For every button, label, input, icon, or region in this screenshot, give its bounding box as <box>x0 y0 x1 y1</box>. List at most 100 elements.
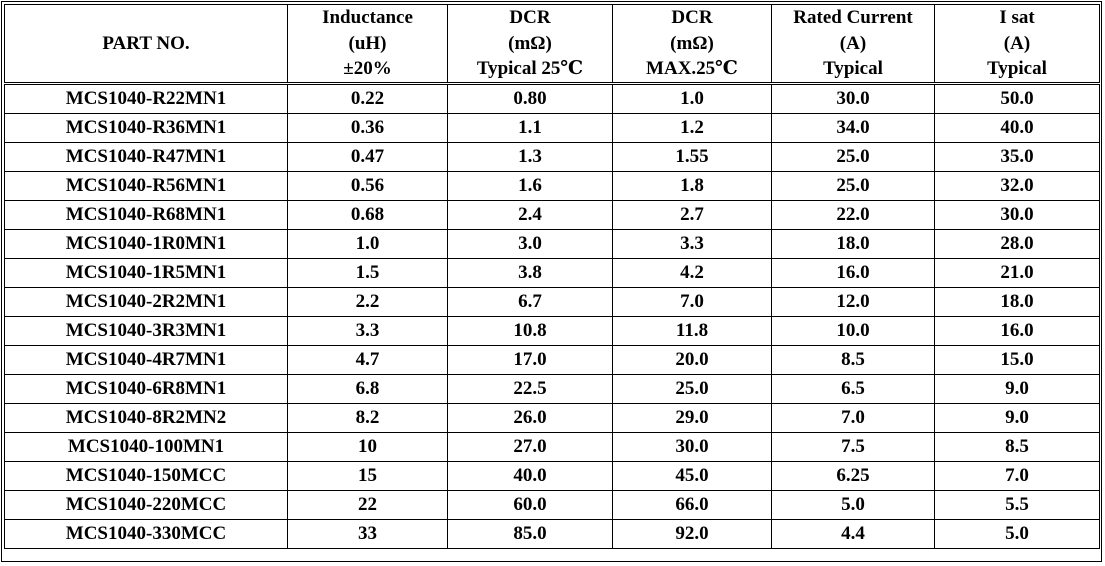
inductance-cell: 8.2 <box>287 402 448 433</box>
i-sat-cell: 16.0 <box>934 315 1100 346</box>
header-row: PART NO. Inductance (uH) ±20% DCR (mΩ) T… <box>4 4 1100 85</box>
dcr-typical-cell: 26.0 <box>447 402 613 433</box>
rated-current-cell: 7.5 <box>771 431 935 462</box>
inductance-cell: 3.3 <box>287 315 448 346</box>
dcr-typical-cell: 60.0 <box>447 489 613 520</box>
rated-current-cell: 12.0 <box>771 286 935 317</box>
rated-current-cell: 5.0 <box>771 489 935 520</box>
rated-current-cell: 6.25 <box>771 460 935 491</box>
i-sat-cell: 18.0 <box>934 286 1100 317</box>
table-row: MCS1040-3R3MN1 3.3 10.8 11.8 10.0 16.0 <box>4 315 1100 346</box>
dcr-max-cell: 1.8 <box>612 170 772 201</box>
inductance-cell: 0.22 <box>287 82 448 114</box>
i-sat-cell: 9.0 <box>934 402 1100 433</box>
dcr-typical-cell: 40.0 <box>447 460 613 491</box>
header-inductance: Inductance (uH) ±20% <box>287 4 448 85</box>
i-sat-cell: 5.5 <box>934 489 1100 520</box>
dcr-max-cell: 66.0 <box>612 489 772 520</box>
table-row: MCS1040-150MCC 15 40.0 45.0 6.25 7.0 <box>4 460 1100 491</box>
inductance-cell: 1.0 <box>287 228 448 259</box>
table-row: MCS1040-R68MN1 0.68 2.4 2.7 22.0 30.0 <box>4 199 1100 230</box>
rated-current-cell: 18.0 <box>771 228 935 259</box>
inductance-cell: 0.47 <box>287 141 448 172</box>
header-dcr-max: DCR (mΩ) MAX.25℃ <box>612 4 772 85</box>
rated-current-cell: 25.0 <box>771 141 935 172</box>
table-row: MCS1040-8R2MN2 8.2 26.0 29.0 7.0 9.0 <box>4 402 1100 433</box>
inductance-cell: 0.68 <box>287 199 448 230</box>
dcr-max-cell: 45.0 <box>612 460 772 491</box>
part-no-cell: MCS1040-8R2MN2 <box>4 402 288 433</box>
rated-current-cell: 30.0 <box>771 82 935 114</box>
dcr-typical-cell: 10.8 <box>447 315 613 346</box>
dcr-max-cell: 11.8 <box>612 315 772 346</box>
inductance-cell: 10 <box>287 431 448 462</box>
inductance-cell: 2.2 <box>287 286 448 317</box>
table-row: MCS1040-100MN1 10 27.0 30.0 7.5 8.5 <box>4 431 1100 462</box>
part-no-cell: MCS1040-R36MN1 <box>4 112 288 143</box>
dcr-max-cell: 1.0 <box>612 82 772 114</box>
i-sat-cell: 9.0 <box>934 373 1100 404</box>
dcr-typical-cell: 6.7 <box>447 286 613 317</box>
i-sat-cell: 21.0 <box>934 257 1100 288</box>
rated-current-cell: 6.5 <box>771 373 935 404</box>
header-dcr-typical: DCR (mΩ) Typical 25℃ <box>447 4 613 85</box>
rated-current-cell: 34.0 <box>771 112 935 143</box>
table-row: MCS1040-330MCC 33 85.0 92.0 4.4 5.0 <box>4 518 1100 549</box>
i-sat-cell: 15.0 <box>934 344 1100 375</box>
dcr-typical-cell: 3.8 <box>447 257 613 288</box>
table-row: MCS1040-1R0MN1 1.0 3.0 3.3 18.0 28.0 <box>4 228 1100 259</box>
i-sat-cell: 8.5 <box>934 431 1100 462</box>
dcr-max-cell: 3.3 <box>612 228 772 259</box>
table-row: MCS1040-4R7MN1 4.7 17.0 20.0 8.5 15.0 <box>4 344 1100 375</box>
i-sat-cell: 40.0 <box>934 112 1100 143</box>
inductance-cell: 0.36 <box>287 112 448 143</box>
inductance-cell: 4.7 <box>287 344 448 375</box>
part-no-cell: MCS1040-220MCC <box>4 489 288 520</box>
part-no-cell: MCS1040-R68MN1 <box>4 199 288 230</box>
part-no-cell: MCS1040-1R0MN1 <box>4 228 288 259</box>
part-no-cell: MCS1040-150MCC <box>4 460 288 491</box>
dcr-max-cell: 30.0 <box>612 431 772 462</box>
inductor-spec-table: PART NO. Inductance (uH) ±20% DCR (mΩ) T… <box>4 4 1100 549</box>
dcr-typical-cell: 22.5 <box>447 373 613 404</box>
i-sat-cell: 28.0 <box>934 228 1100 259</box>
part-no-cell: MCS1040-2R2MN1 <box>4 286 288 317</box>
table-row: MCS1040-1R5MN1 1.5 3.8 4.2 16.0 21.0 <box>4 257 1100 288</box>
table-row: MCS1040-6R8MN1 6.8 22.5 25.0 6.5 9.0 <box>4 373 1100 404</box>
dcr-max-cell: 4.2 <box>612 257 772 288</box>
inductance-cell: 0.56 <box>287 170 448 201</box>
part-no-cell: MCS1040-330MCC <box>4 518 288 549</box>
rated-current-cell: 16.0 <box>771 257 935 288</box>
i-sat-cell: 35.0 <box>934 141 1100 172</box>
part-no-cell: MCS1040-4R7MN1 <box>4 344 288 375</box>
table-body: MCS1040-R22MN1 0.22 0.80 1.0 30.0 50.0 MCS1040… <box>4 82 1100 549</box>
dcr-typical-cell: 2.4 <box>447 199 613 230</box>
i-sat-cell: 30.0 <box>934 199 1100 230</box>
rated-current-cell: 7.0 <box>771 402 935 433</box>
dcr-max-cell: 2.7 <box>612 199 772 230</box>
part-no-cell: MCS1040-R47MN1 <box>4 141 288 172</box>
dcr-max-cell: 92.0 <box>612 518 772 549</box>
i-sat-cell: 32.0 <box>934 170 1100 201</box>
inductance-cell: 1.5 <box>287 257 448 288</box>
rated-current-cell: 25.0 <box>771 170 935 201</box>
i-sat-cell: 7.0 <box>934 460 1100 491</box>
dcr-typical-cell: 27.0 <box>447 431 613 462</box>
part-no-cell: MCS1040-R56MN1 <box>4 170 288 201</box>
header-i-sat: I sat (A) Typical <box>934 4 1100 85</box>
dcr-typical-cell: 1.1 <box>447 112 613 143</box>
dcr-typical-cell: 17.0 <box>447 344 613 375</box>
part-no-cell: MCS1040-100MN1 <box>4 431 288 462</box>
part-no-cell: MCS1040-6R8MN1 <box>4 373 288 404</box>
part-no-cell: MCS1040-1R5MN1 <box>4 257 288 288</box>
rated-current-cell: 4.4 <box>771 518 935 549</box>
inductance-cell: 22 <box>287 489 448 520</box>
inductance-cell: 15 <box>287 460 448 491</box>
dcr-typical-cell: 1.3 <box>447 141 613 172</box>
dcr-typical-cell: 0.80 <box>447 82 613 114</box>
dcr-max-cell: 29.0 <box>612 402 772 433</box>
header-rated-current: Rated Current (A) Typical <box>771 4 935 85</box>
dcr-max-cell: 7.0 <box>612 286 772 317</box>
i-sat-cell: 50.0 <box>934 82 1100 114</box>
